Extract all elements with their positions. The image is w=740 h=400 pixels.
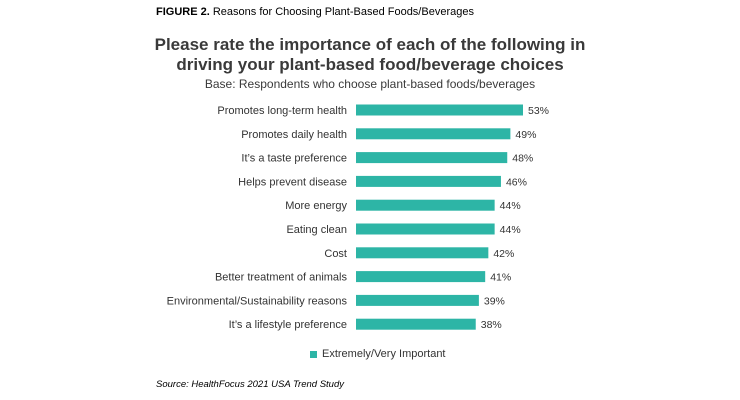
- figure-number: FIGURE 2.: [156, 6, 210, 18]
- bar: [356, 175, 501, 187]
- category-label: Helps prevent disease: [238, 176, 347, 188]
- bar: [356, 152, 508, 164]
- legend-label: Extremely/Very Important: [322, 348, 446, 360]
- category-label: Promotes daily health: [241, 129, 347, 141]
- legend-swatch: [310, 350, 317, 358]
- source-note: Source: HealthFocus 2021 USA Trend Study: [156, 379, 344, 390]
- category-label: Promotes long-term health: [217, 105, 347, 117]
- category-label: Cost: [324, 248, 347, 260]
- bar: [356, 223, 495, 235]
- value-label: 38%: [481, 319, 502, 331]
- value-label: 53%: [528, 105, 549, 117]
- value-label: 44%: [500, 224, 521, 236]
- chart-title-line-2: driving your plant-based food/beverage c…: [176, 55, 564, 74]
- bar: [356, 128, 511, 140]
- bar-chart: Promotes long-term health 53% Promotes dai…: [167, 104, 549, 331]
- figure-caption: FIGURE 2. Reasons for Choosing Plant-Bas…: [156, 6, 474, 18]
- category-label: Eating clean: [286, 224, 347, 236]
- category-label: Better treatment of animals: [215, 272, 348, 284]
- bar: [356, 318, 476, 330]
- bar: [356, 247, 489, 259]
- category-label: It’s a taste preference: [241, 153, 347, 165]
- figure-caption-text: Reasons for Choosing Plant-Based Foods/B…: [212, 6, 474, 18]
- base-note: Base: Respondents who choose plant-based…: [204, 77, 536, 91]
- bar: [356, 271, 486, 283]
- bar: [356, 294, 479, 306]
- value-label: 41%: [490, 272, 511, 284]
- category-label: More energy: [285, 200, 347, 212]
- value-label: 46%: [506, 176, 527, 188]
- value-label: 49%: [515, 129, 536, 141]
- value-label: 44%: [500, 200, 521, 212]
- legend: Extremely/Very Important: [310, 348, 446, 360]
- value-label: 39%: [484, 295, 505, 307]
- value-label: 42%: [493, 248, 514, 260]
- chart-title-line-1: Please rate the importance of each of th…: [154, 35, 586, 54]
- bar: [356, 104, 523, 116]
- category-label: Environmental/Sustainability reasons: [167, 295, 348, 307]
- value-label: 48%: [512, 153, 533, 165]
- category-label: It’s a lifestyle preference: [229, 319, 347, 331]
- chart-title: Please rate the importance of each of th…: [0, 35, 740, 75]
- bar: [356, 199, 495, 211]
